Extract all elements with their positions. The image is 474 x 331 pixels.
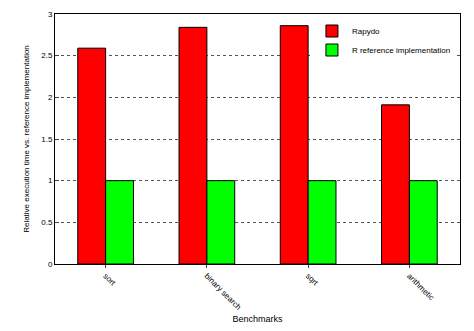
svg-text:1.5: 1.5 <box>41 135 53 144</box>
svg-text:Benchmarks: Benchmarks <box>232 314 283 324</box>
svg-text:0.5: 0.5 <box>41 218 53 227</box>
svg-text:sqrt: sqrt <box>304 271 320 287</box>
svg-text:3: 3 <box>48 10 53 19</box>
svg-text:1: 1 <box>48 176 53 185</box>
svg-text:R reference implementation: R reference implementation <box>352 46 450 55</box>
svg-text:2.5: 2.5 <box>41 51 53 60</box>
svg-text:Rapydo: Rapydo <box>352 27 380 36</box>
svg-text:binary search: binary search <box>203 271 243 311</box>
svg-text:2: 2 <box>48 93 53 102</box>
svg-text:Relative execution time vs. re: Relative execution time vs. reference im… <box>22 45 31 233</box>
svg-text:arithmetic: arithmetic <box>405 271 436 302</box>
svg-text:sort: sort <box>101 271 117 287</box>
svg-text:0: 0 <box>48 260 53 269</box>
